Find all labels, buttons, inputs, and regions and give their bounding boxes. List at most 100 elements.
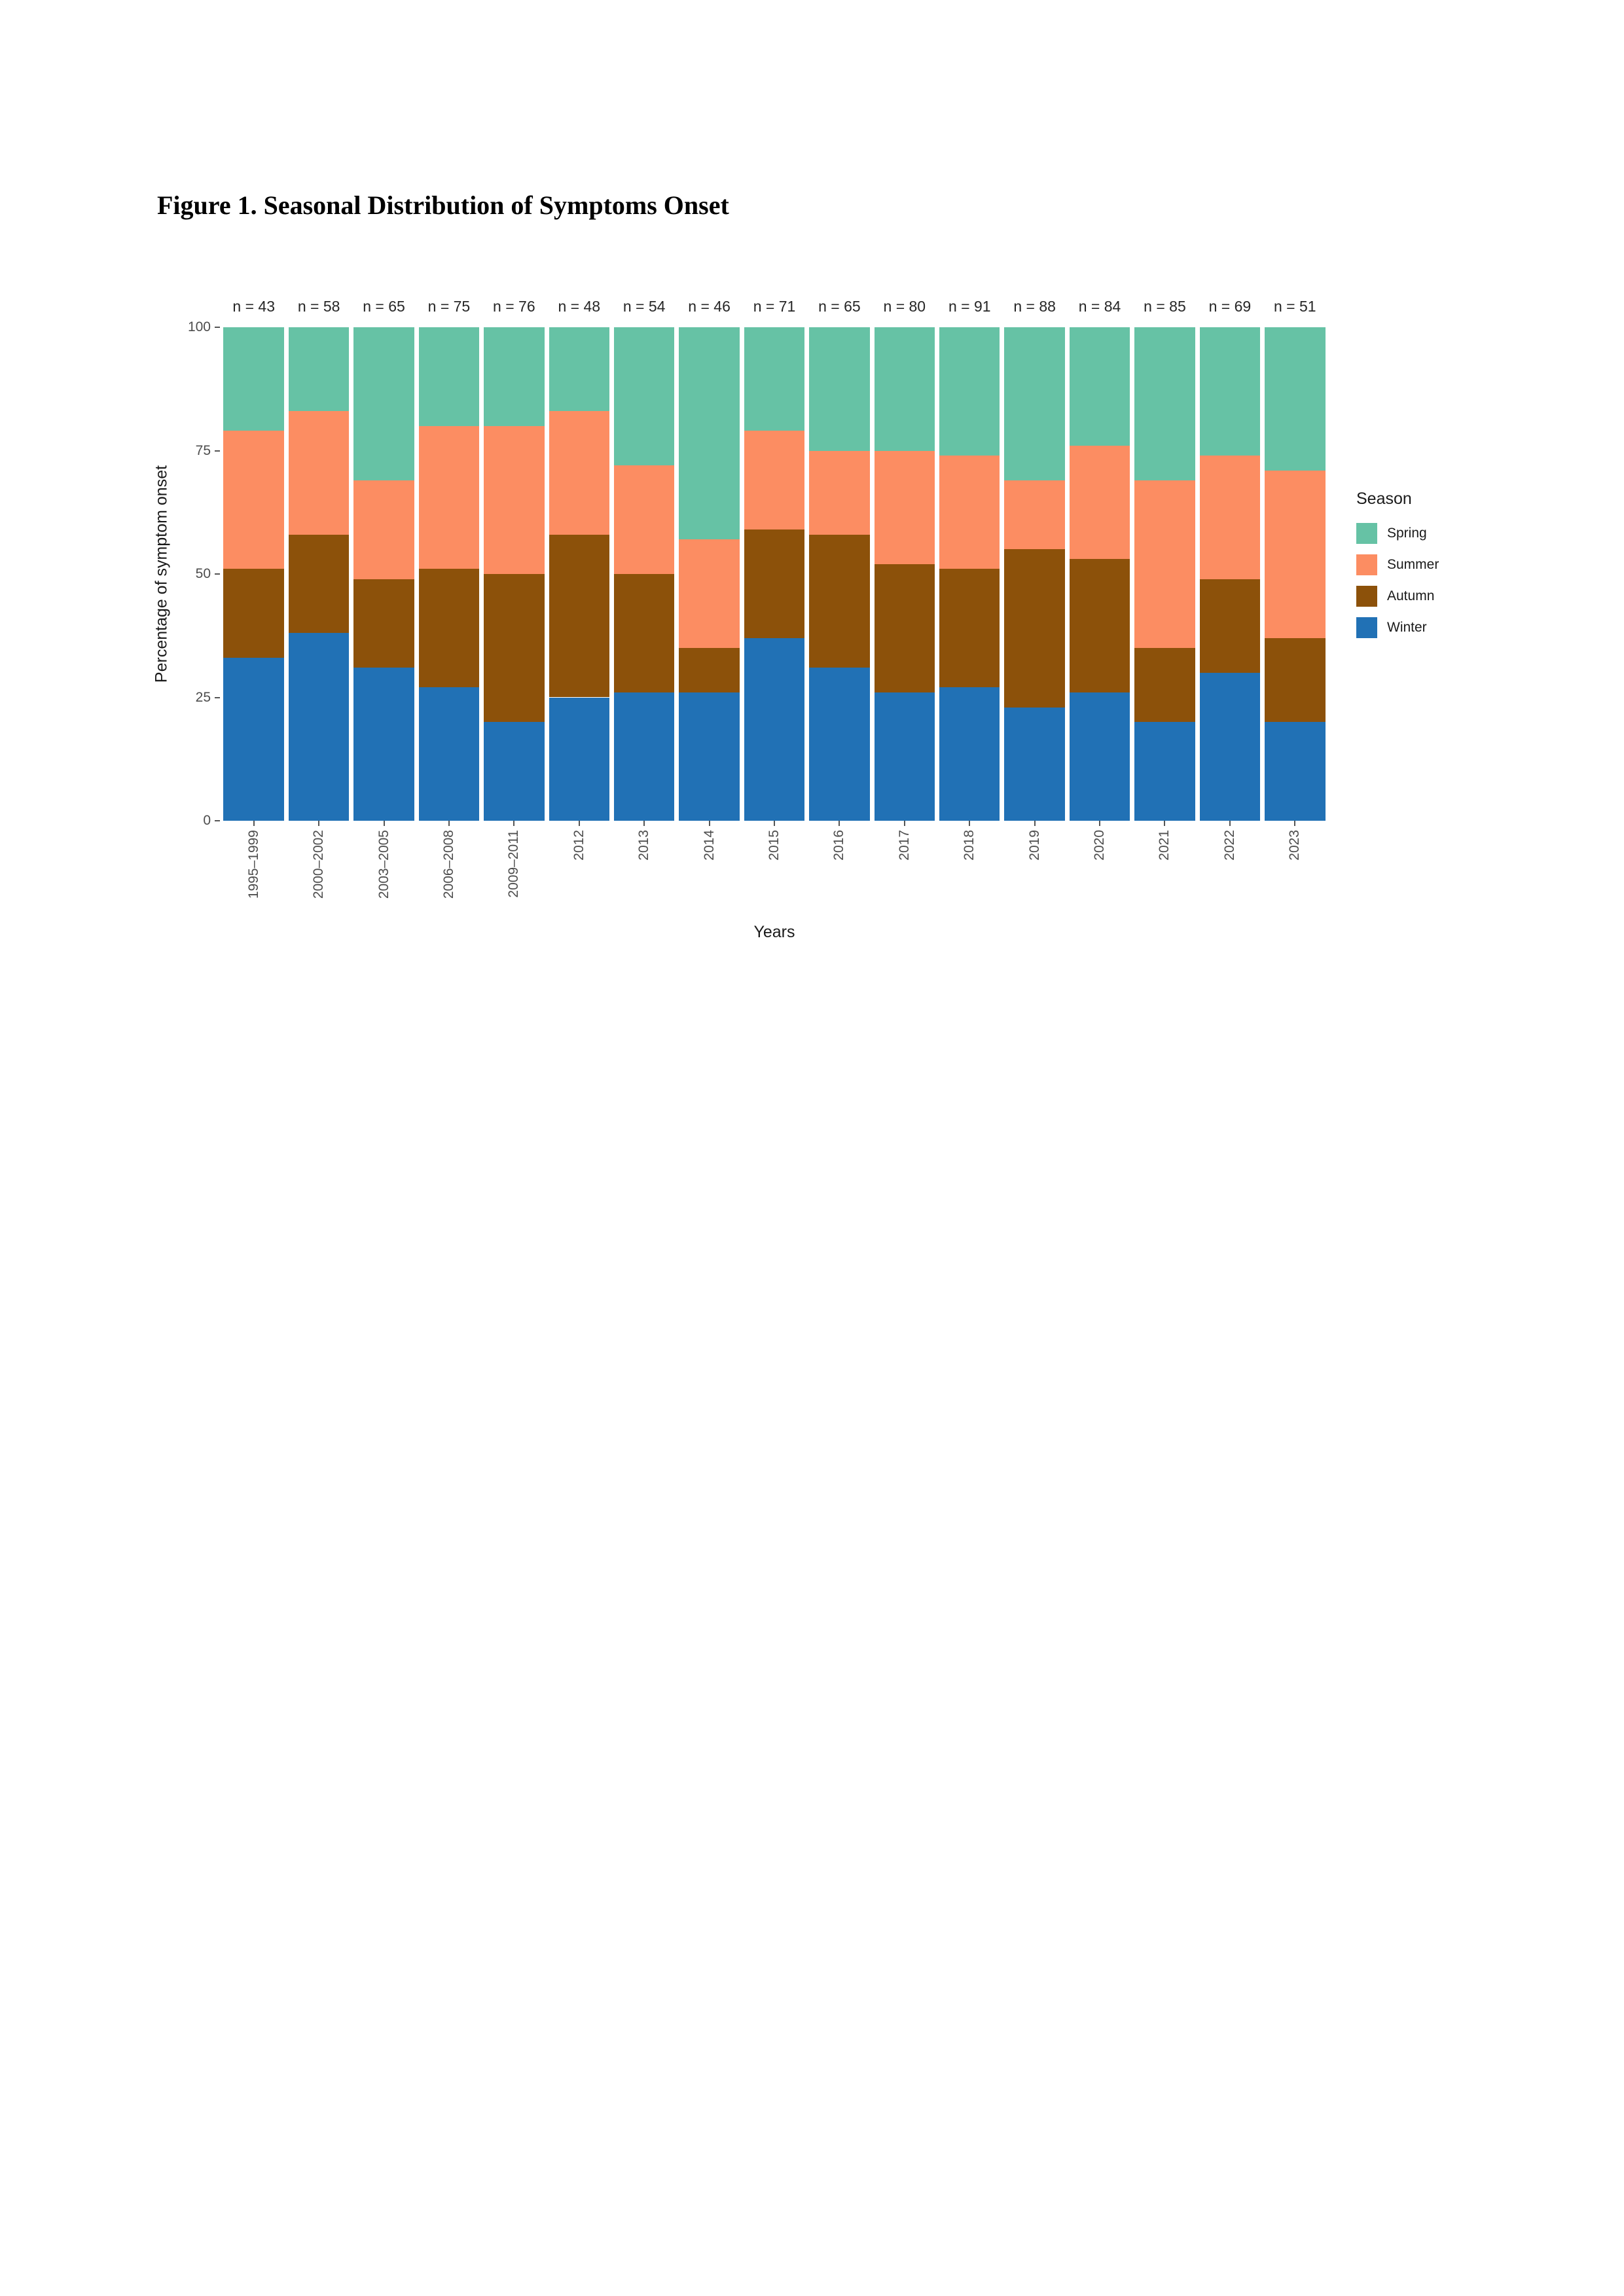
bar-segment-spring (549, 327, 609, 412)
bar-segment-winter (809, 668, 870, 821)
bar-segment-spring (484, 327, 545, 426)
x-tick-label: 2023 (1287, 830, 1303, 861)
bar-segment-summer (353, 480, 414, 579)
n-count-label: n = 85 (1144, 298, 1186, 315)
bar-segment-summer (223, 431, 284, 569)
bar-segment-winter (549, 697, 609, 821)
x-tick-mark (903, 821, 905, 826)
legend-item-autumn: Autumn (1356, 586, 1439, 607)
bar-segment-summer (744, 431, 805, 530)
bar-segment-winter (288, 633, 350, 821)
bar-segment-spring (288, 327, 350, 412)
n-count-label: n = 76 (493, 298, 535, 315)
n-count-label: n = 43 (232, 298, 275, 315)
bar-segment-summer (809, 450, 870, 535)
bar-segment-summer (613, 465, 675, 574)
x-tick-mark (578, 821, 580, 826)
summer-swatch (1356, 554, 1377, 575)
bar-segment-spring (223, 327, 284, 431)
bar-segment-winter (613, 692, 675, 821)
bar-segment-summer (1004, 480, 1065, 550)
x-tick-label: 2019 (1026, 830, 1042, 861)
x-tick-label: 2014 (701, 830, 717, 861)
bar-segment-summer (1134, 480, 1195, 649)
bar-segment-summer (484, 425, 545, 574)
bar-segment-autumn (809, 534, 870, 668)
x-tick-label: 2012 (571, 830, 586, 861)
bar-segment-autumn (549, 534, 609, 698)
bar-segment-spring (874, 327, 935, 451)
bar-segment-summer (549, 411, 609, 535)
bar-segment-summer (1199, 456, 1261, 579)
n-count-label: n = 65 (818, 298, 861, 315)
n-count-label: n = 80 (883, 298, 926, 315)
figure-caption: Figure 1. Seasonal Distribution of Sympt… (157, 190, 729, 220)
x-tick-label: 2013 (636, 830, 652, 861)
legend-label: Spring (1387, 526, 1427, 541)
spring-swatch (1356, 523, 1377, 544)
bar-segment-spring (1004, 327, 1065, 480)
bar-segment-autumn (484, 574, 545, 723)
x-tick-mark (1099, 821, 1101, 826)
bar-segment-summer (939, 456, 1000, 569)
n-count-label: n = 91 (948, 298, 991, 315)
y-tick-mark (215, 327, 220, 328)
x-tick-label: 2022 (1221, 830, 1237, 861)
y-tick-label: 100 (187, 319, 211, 334)
n-count-label: n = 51 (1273, 298, 1316, 315)
legend-label: Winter (1387, 620, 1427, 635)
legend-item-winter: Winter (1356, 617, 1439, 638)
x-tick-mark (448, 821, 450, 826)
y-tick-mark (215, 696, 220, 698)
bar-segment-winter (679, 692, 740, 821)
x-tick-mark (1034, 821, 1036, 826)
n-count-label: n = 71 (753, 298, 796, 315)
x-tick-mark (643, 821, 645, 826)
x-tick-mark (318, 821, 320, 826)
bar-segment-autumn (744, 529, 805, 638)
n-count-label: n = 69 (1208, 298, 1252, 315)
x-tick-mark (774, 821, 775, 826)
legend: Season Spring Summer Autumn Winter (1356, 490, 1439, 649)
legend-title: Season (1356, 490, 1412, 508)
bar-segment-spring (613, 327, 675, 466)
x-tick-label: 2000–2002 (311, 830, 327, 899)
legend-label: Autumn (1387, 588, 1435, 603)
bar-segment-autumn (874, 564, 935, 692)
x-tick-mark (969, 821, 971, 826)
y-tick-mark (215, 450, 220, 452)
autumn-swatch (1356, 586, 1377, 607)
x-tick-mark (253, 821, 255, 826)
n-count-label: n = 58 (297, 298, 340, 315)
bar-segment-spring (939, 327, 1000, 456)
x-tick-mark (1229, 821, 1231, 826)
x-tick-label: 2009–2011 (506, 830, 522, 898)
bar-segment-spring (418, 327, 480, 426)
n-count-label: n = 48 (558, 298, 601, 315)
bar-segment-winter (223, 658, 284, 821)
bar-segment-summer (1265, 470, 1326, 639)
x-tick-mark (839, 821, 840, 826)
x-tick-label: 2016 (831, 830, 847, 861)
x-tick-mark (513, 821, 515, 826)
legend-item-spring: Spring (1356, 523, 1439, 544)
x-tick-mark (708, 821, 710, 826)
bar-segment-summer (874, 450, 935, 564)
bar-segment-autumn (1265, 638, 1326, 723)
legend-label: Summer (1387, 557, 1439, 572)
bar-segment-winter (1069, 692, 1130, 821)
x-tick-mark (1294, 821, 1296, 826)
bar-segment-winter (744, 638, 805, 821)
bar-segment-spring (1069, 327, 1130, 446)
n-count-label: n = 88 (1013, 298, 1056, 315)
bar-segment-winter (1004, 707, 1065, 821)
bar-segment-winter (1265, 722, 1326, 821)
n-count-label: n = 84 (1078, 298, 1121, 315)
y-tick-mark (215, 573, 220, 575)
winter-swatch (1356, 617, 1377, 638)
bar-segment-spring (1199, 327, 1261, 456)
bar-segment-autumn (1199, 579, 1261, 673)
y-tick-label: 75 (195, 442, 211, 458)
bar-segment-winter (484, 722, 545, 821)
x-axis-title: Years (753, 923, 795, 941)
